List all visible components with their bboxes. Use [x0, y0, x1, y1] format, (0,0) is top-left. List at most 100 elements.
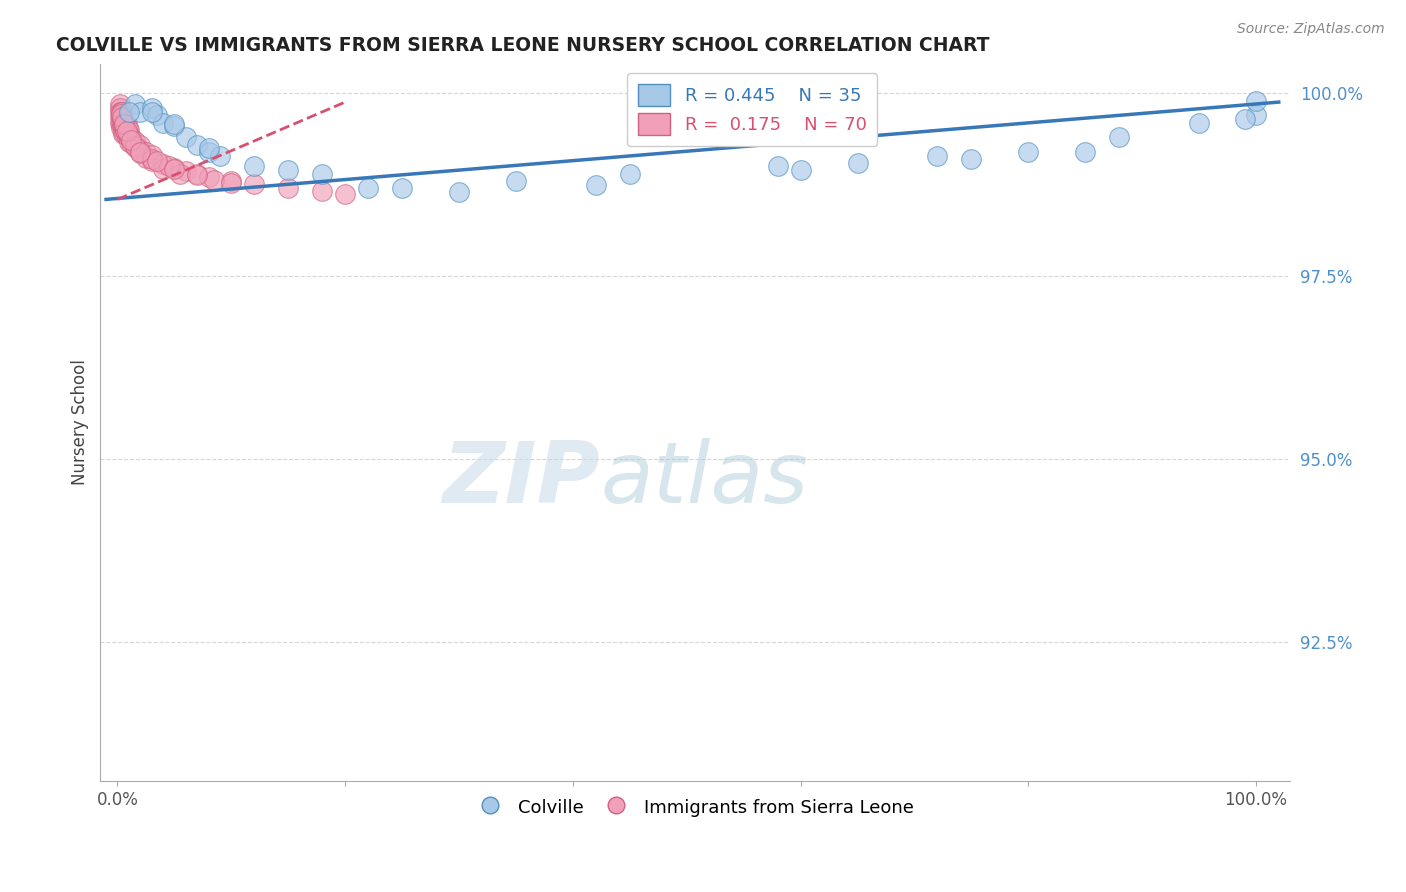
Point [115, 117, 138, 131]
Point [110, 115, 132, 129]
Point [110, 121, 132, 136]
Point [112, 121, 135, 136]
Point [114, 119, 136, 133]
Point [157, 160, 180, 174]
Point [115, 123, 138, 137]
Point [152, 156, 174, 170]
Point [118, 128, 141, 143]
Point [846, 156, 869, 170]
Point [174, 164, 197, 178]
Point [186, 167, 208, 181]
Point [927, 148, 949, 162]
Point [146, 108, 169, 122]
Point [141, 148, 163, 162]
Point [120, 130, 142, 145]
Point [120, 136, 142, 150]
Point [766, 160, 789, 174]
Point [124, 139, 146, 153]
Point [112, 114, 135, 128]
Point [163, 117, 186, 131]
Point [129, 146, 152, 161]
Text: Source: ZipAtlas.com: Source: ZipAtlas.com [1237, 22, 1385, 37]
Point [277, 181, 299, 195]
Point [197, 145, 219, 159]
Point [960, 152, 983, 166]
Point [1244, 108, 1267, 122]
Point [124, 139, 146, 153]
Point [1017, 145, 1039, 159]
Point [117, 128, 139, 142]
Point [108, 104, 131, 119]
Point [311, 185, 333, 199]
Point [117, 121, 139, 136]
Point [1233, 112, 1256, 126]
Point [108, 97, 131, 112]
Text: atlas: atlas [600, 438, 808, 522]
Point [108, 115, 131, 129]
Point [135, 151, 157, 165]
Point [163, 162, 186, 177]
Point [118, 128, 141, 143]
Point [163, 161, 186, 175]
Point [197, 169, 219, 184]
Point [112, 120, 135, 134]
Point [141, 153, 163, 168]
Point [311, 167, 333, 181]
Point [619, 167, 641, 181]
Point [129, 145, 152, 159]
Y-axis label: Nursery School: Nursery School [72, 359, 89, 485]
Point [115, 124, 138, 138]
Point [129, 137, 152, 152]
Point [110, 107, 132, 121]
Point [141, 104, 163, 119]
Point [505, 174, 527, 188]
Point [197, 141, 219, 155]
Point [1074, 145, 1097, 159]
Legend: Colville, Immigrants from Sierra Leone: Colville, Immigrants from Sierra Leone [470, 789, 921, 826]
Point [129, 104, 152, 119]
Point [243, 160, 266, 174]
Point [112, 115, 135, 129]
Point [1108, 130, 1130, 145]
Point [120, 133, 142, 147]
Point [277, 163, 299, 178]
Point [208, 148, 231, 162]
Point [108, 110, 131, 124]
Point [115, 128, 138, 143]
Point [243, 177, 266, 191]
Point [127, 141, 149, 155]
Point [111, 110, 134, 124]
Point [110, 110, 132, 124]
Point [174, 130, 197, 145]
Point [118, 135, 141, 149]
Point [585, 178, 607, 192]
Point [135, 145, 157, 159]
Point [447, 185, 470, 199]
Point [112, 110, 135, 124]
Point [110, 104, 132, 119]
Point [111, 104, 134, 119]
Point [163, 120, 186, 134]
Point [186, 168, 208, 182]
Point [141, 101, 163, 115]
Point [124, 97, 146, 112]
Point [112, 115, 135, 129]
Point [114, 124, 136, 138]
Point [114, 123, 136, 137]
Point [111, 112, 134, 126]
Point [112, 117, 135, 131]
Point [357, 181, 380, 195]
Point [146, 153, 169, 168]
Point [141, 152, 163, 166]
Point [789, 163, 811, 178]
Point [129, 144, 152, 158]
Point [152, 162, 174, 177]
Point [108, 101, 131, 115]
Point [169, 167, 191, 181]
Point [111, 120, 134, 134]
Point [118, 123, 141, 137]
Point [112, 128, 135, 142]
Text: COLVILLE VS IMMIGRANTS FROM SIERRA LEONE NURSERY SCHOOL CORRELATION CHART: COLVILLE VS IMMIGRANTS FROM SIERRA LEONE… [56, 36, 990, 54]
Point [124, 134, 146, 148]
Point [391, 181, 413, 195]
